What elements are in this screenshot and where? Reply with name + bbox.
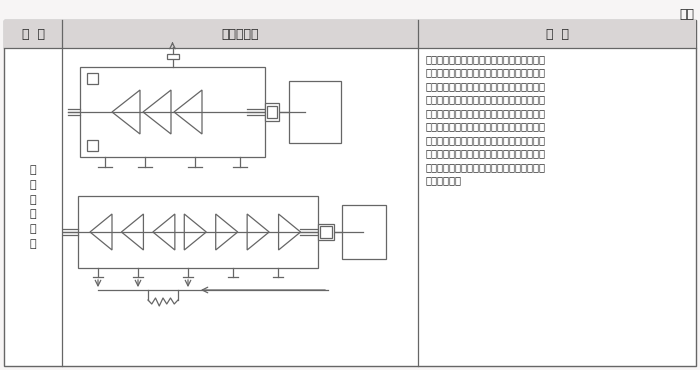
- Text: 低
温
用
开
启
式: 低 温 用 开 启 式: [29, 165, 36, 249]
- Text: 特  点: 特 点: [545, 27, 568, 40]
- Text: 滑和调节控制: 滑和调节控制: [425, 175, 461, 185]
- Text: 续表: 续表: [679, 8, 694, 21]
- Text: 缩机机壳为水平中分面，轴端用机械或其他形: 缩机机壳为水平中分面，轴端用机械或其他形: [425, 121, 545, 131]
- Text: 以提高经济性。多级压缩机主轴的叶轮可以是: 以提高经济性。多级压缩机主轴的叶轮可以是: [425, 94, 545, 104]
- Bar: [265, 103, 279, 121]
- Text: 润滑系统一般另附油站，以确保转动部分的润: 润滑系统一般另附油站，以确保转动部分的润: [425, 162, 545, 172]
- Bar: [80, 67, 265, 157]
- Bar: [78, 196, 318, 268]
- Polygon shape: [143, 90, 171, 134]
- Bar: [87, 73, 98, 84]
- Polygon shape: [90, 214, 112, 250]
- Polygon shape: [184, 214, 206, 250]
- Bar: [267, 106, 277, 118]
- Text: 种  类: 种 类: [22, 27, 45, 40]
- Bar: [320, 226, 332, 238]
- Polygon shape: [279, 214, 300, 250]
- Bar: [167, 54, 178, 59]
- Bar: [289, 81, 341, 143]
- Bar: [342, 205, 386, 259]
- Text: 式的密封，轴的两端用止推及滑动轴承支撑，: 式的密封，轴的两端用止推及滑动轴承支撑，: [425, 135, 545, 145]
- Text: 大的制冷剂以减小尺寸，通常采用化工工艺流: 大的制冷剂以减小尺寸，通常采用化工工艺流: [425, 67, 545, 77]
- Polygon shape: [121, 214, 144, 250]
- Bar: [87, 140, 98, 151]
- Text: 程中的工质作制冷剂，采用多级压缩制冷循环: 程中的工质作制冷剂，采用多级压缩制冷循环: [425, 81, 545, 91]
- Polygon shape: [174, 90, 202, 134]
- Polygon shape: [153, 214, 175, 250]
- Text: 结构示意图: 结构示意图: [221, 27, 259, 40]
- Text: 常用于化工流程中。尽量采用单位容积制冷量: 常用于化工流程中。尽量采用单位容积制冷量: [425, 54, 545, 64]
- Polygon shape: [216, 214, 238, 250]
- Polygon shape: [112, 90, 140, 134]
- Bar: [4, 20, 696, 48]
- Text: 制冷剂有泄漏并有毒易爆，应控制其泄漏量，: 制冷剂有泄漏并有毒易爆，应控制其泄漏量，: [425, 148, 545, 158]
- Text: 顺向或逆向排列，各级有完善的固定元件，压: 顺向或逆向排列，各级有完善的固定元件，压: [425, 108, 545, 118]
- Polygon shape: [247, 214, 269, 250]
- Bar: [318, 224, 334, 240]
